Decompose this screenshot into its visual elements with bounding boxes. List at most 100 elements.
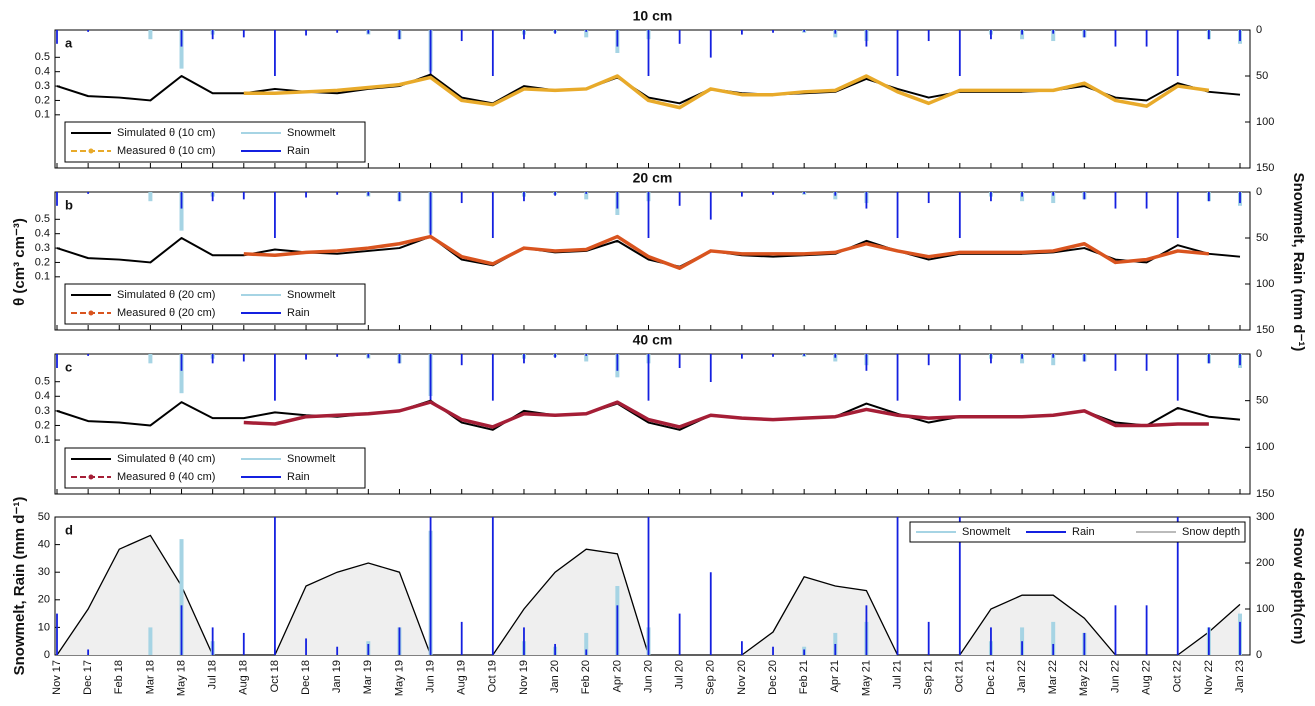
x-tick-label: Feb 20 — [580, 660, 592, 694]
x-tick-label: May 22 — [1078, 660, 1090, 696]
legend-label: Snowmelt — [287, 453, 335, 465]
panel-letter: b — [65, 197, 73, 212]
x-tick-label: May 18 — [175, 660, 187, 696]
x-tick-label: Nov 22 — [1203, 660, 1215, 695]
x-tick-label: Dec 20 — [767, 660, 779, 695]
series-line — [243, 400, 1209, 429]
legend-box — [64, 283, 366, 325]
x-tick-label: Jul 18 — [207, 660, 219, 689]
series-line — [243, 74, 1210, 110]
y-tick-label: 30 — [38, 566, 50, 578]
y-tick-label: 0.2 — [35, 419, 50, 431]
y2-tick-label: 50 — [1256, 70, 1268, 82]
x-tick-label: May 21 — [860, 660, 872, 696]
series-line — [56, 235, 1241, 268]
x-tick-label: Jun 22 — [1109, 660, 1121, 693]
y2-tick-label: 0 — [1256, 348, 1262, 360]
x-tick-label: Jan 19 — [331, 660, 343, 693]
x-tick-label: Nov 19 — [518, 660, 530, 695]
x-tick-label: Dec 17 — [82, 660, 94, 695]
legend-marker — [88, 148, 94, 154]
series-line — [243, 234, 1210, 270]
x-tick-label: Nov 17 — [51, 660, 63, 695]
y-axis-label: Snowmelt, Rain (mm d⁻¹) — [11, 497, 28, 676]
y-tick-label: 0.5 — [35, 51, 50, 63]
y2-tick-label: 0 — [1256, 649, 1262, 661]
legend-label: Rain — [287, 307, 310, 319]
x-tick-label: Sep 20 — [705, 660, 717, 695]
panel-letter: c — [65, 359, 72, 374]
y2-tick-label: 50 — [1256, 395, 1268, 407]
y-tick-label: 0 — [44, 649, 50, 661]
y-tick-label: 10 — [38, 621, 50, 633]
x-tick-label: Aug 18 — [238, 660, 250, 695]
x-tick-label: Aug 19 — [456, 660, 468, 695]
legend-label: Snow depth — [1182, 526, 1240, 538]
y-tick-label: 0.5 — [35, 376, 50, 388]
legend-label: Snowmelt — [287, 289, 335, 301]
x-tick-label: Apr 20 — [611, 660, 623, 692]
x-tick-label: Jun 20 — [642, 660, 654, 693]
x-tick-label: Nov 20 — [736, 660, 748, 695]
y2-tick-label: 100 — [1256, 441, 1274, 453]
x-tick-label: Oct 19 — [487, 660, 499, 692]
y-tick-label: 0.3 — [35, 405, 50, 417]
panel-title: 40 cm — [633, 332, 673, 348]
x-tick-label: May 19 — [393, 660, 405, 696]
y-tick-label: 0.4 — [35, 390, 50, 402]
y2-tick-label: 50 — [1256, 232, 1268, 244]
y2-tick-label: 100 — [1256, 603, 1274, 615]
legend-box — [64, 447, 366, 489]
y2-tick-label: 100 — [1256, 278, 1274, 290]
legend-box — [64, 121, 366, 163]
x-tick-label: Dec 18 — [300, 660, 312, 695]
x-tick-label: Jan 22 — [1016, 660, 1028, 693]
x-tick-label: Mar 19 — [362, 660, 374, 694]
x-tick-label: Jan 20 — [549, 660, 561, 693]
legend-label: Measured θ (20 cm) — [117, 307, 215, 319]
x-tick-label: Jul 20 — [674, 660, 686, 689]
y-tick-label: 0.1 — [35, 434, 50, 446]
legend-label: Simulated θ (10 cm) — [117, 127, 215, 139]
y-tick-label: 0.3 — [35, 80, 50, 92]
area — [57, 535, 1240, 655]
y2-tick-label: 150 — [1256, 162, 1274, 174]
x-tick-label: Mar 22 — [1047, 660, 1059, 694]
x-tick-label: Jan 23 — [1234, 660, 1246, 693]
legend-label: Snowmelt — [962, 526, 1010, 538]
x-tick-label: Oct 22 — [1172, 660, 1184, 692]
y2-tick-label: 100 — [1256, 116, 1274, 128]
x-tick-label: Feb 21 — [798, 660, 810, 694]
y2-tick-label: 150 — [1256, 488, 1274, 500]
y-tick-label: 0.1 — [35, 109, 50, 121]
x-tick-label: Oct 18 — [269, 660, 281, 692]
legend-label: Rain — [287, 145, 310, 157]
panel-title: 10 cm — [633, 8, 673, 24]
y-tick-label: 0.2 — [35, 94, 50, 106]
x-tick-label: Aug 22 — [1141, 660, 1153, 695]
y-tick-label: 0.5 — [35, 213, 50, 225]
panel-letter: d — [65, 522, 73, 537]
legend-marker — [88, 310, 94, 316]
legend-label: Rain — [1072, 526, 1095, 538]
legend-label: Rain — [287, 471, 310, 483]
x-tick-label: Sep 21 — [923, 660, 935, 695]
x-tick-label: Apr 21 — [829, 660, 841, 692]
y-tick-label: 0.3 — [35, 242, 50, 254]
legend-box — [909, 521, 1246, 543]
y2-tick-label: 300 — [1256, 511, 1274, 523]
legend-label: Snowmelt — [287, 127, 335, 139]
y-tick-label: 40 — [38, 539, 50, 551]
y2-tick-label: 200 — [1256, 557, 1274, 569]
legend-label: Simulated θ (20 cm) — [117, 289, 215, 301]
y-axis-label: θ (cm³ cm⁻³) — [11, 218, 28, 306]
legend-marker — [88, 474, 94, 480]
plot-frame — [54, 191, 1251, 331]
legend-label: Measured θ (40 cm) — [117, 471, 215, 483]
y-tick-label: 50 — [38, 511, 50, 523]
x-tick-label: Dec 21 — [985, 660, 997, 695]
y2-tick-label: 0 — [1256, 186, 1262, 198]
x-tick-label: Jul 21 — [891, 660, 903, 689]
y2-axis-label: Snow depth(cm) — [1290, 528, 1307, 645]
